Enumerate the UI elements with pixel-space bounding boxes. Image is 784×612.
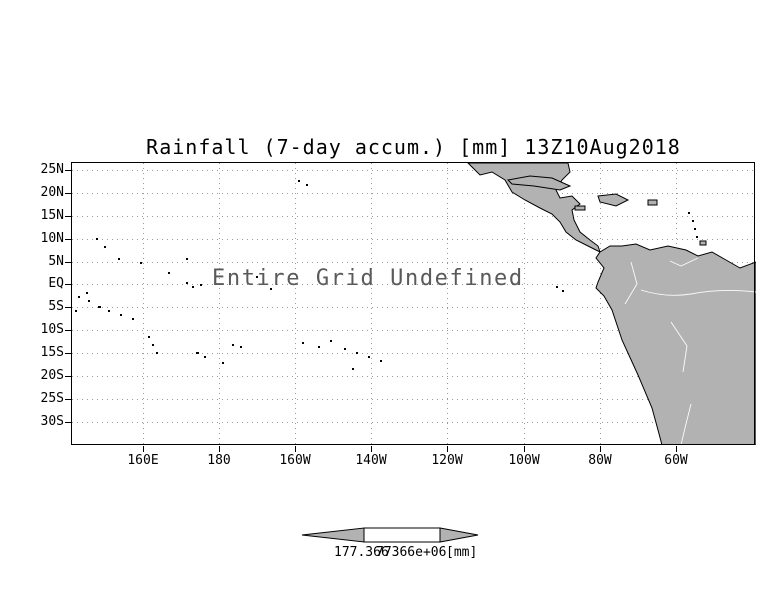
lat-label: 20N <box>40 185 64 200</box>
lat-label: 5S <box>48 299 64 314</box>
gridline-v <box>295 163 296 444</box>
gridline-h <box>72 262 754 263</box>
lat-label: 10S <box>40 322 64 337</box>
plot-title: Rainfall (7-day accum.) [mm] 13Z10Aug201… <box>146 135 681 159</box>
colorbar-body <box>363 527 441 543</box>
lat-label: 20S <box>40 368 64 383</box>
puerto-rico-island <box>647 199 658 206</box>
lat-label: 15S <box>40 345 64 360</box>
gridline-h <box>72 353 754 354</box>
gridline-h <box>72 284 754 285</box>
gridline-v <box>143 163 144 444</box>
lon-label: 80W <box>588 453 612 468</box>
lat-label: 5N <box>48 254 64 269</box>
undefined-grid-message: Entire Grid Undefined <box>212 266 524 291</box>
trinidad-island <box>699 240 707 246</box>
y-axis-tick <box>65 399 71 400</box>
gridline-h <box>72 170 754 171</box>
x-axis-tick <box>295 446 296 452</box>
gridline-h <box>72 330 754 331</box>
south-america-landmass <box>595 243 756 445</box>
lat-label: 10N <box>40 231 64 246</box>
lat-label: 30S <box>40 414 64 429</box>
lon-label: 160E <box>127 453 159 468</box>
gridline-v <box>219 163 220 444</box>
gridline-h <box>72 376 754 377</box>
x-axis-tick <box>600 446 601 452</box>
colorbar-left-arrow <box>301 527 365 543</box>
x-axis-tick <box>524 446 525 452</box>
y-axis-tick <box>65 284 71 285</box>
jamaica-island <box>574 205 586 211</box>
lon-label: 60W <box>664 453 688 468</box>
lon-label: 160W <box>279 453 311 468</box>
y-axis-tick <box>65 353 71 354</box>
x-axis-tick <box>143 446 144 452</box>
x-axis-tick <box>371 446 372 452</box>
lon-label: 140W <box>355 453 387 468</box>
gridline-h <box>72 193 754 194</box>
map-frame <box>71 162 755 445</box>
colorbar-label-max: 77366e+06 <box>376 545 447 560</box>
y-axis-tick <box>65 330 71 331</box>
lon-label: 100W <box>508 453 540 468</box>
colorbar <box>301 527 479 543</box>
y-axis-tick <box>65 239 71 240</box>
y-axis-tick <box>65 216 71 217</box>
colorbar-right-arrow <box>439 527 479 543</box>
gridline-h <box>72 307 754 308</box>
gridline-h <box>72 422 754 423</box>
lat-label: EQ <box>48 276 64 291</box>
gridline-v <box>371 163 372 444</box>
y-axis-tick <box>65 376 71 377</box>
lat-label: 25N <box>40 162 64 177</box>
hispaniola-island <box>597 193 630 207</box>
lat-label: 15N <box>40 208 64 223</box>
rivers-and-borders <box>624 257 756 445</box>
x-axis-tick <box>447 446 448 452</box>
y-axis-tick <box>65 262 71 263</box>
lon-label: 120W <box>431 453 463 468</box>
gridline-h <box>72 239 754 240</box>
gridline-h <box>72 216 754 217</box>
gridline-v <box>600 163 601 444</box>
y-axis-tick <box>65 193 71 194</box>
colorbar-unit-label: [mm] <box>446 545 478 560</box>
gridline-v <box>447 163 448 444</box>
y-axis-tick <box>65 307 71 308</box>
lat-label: 25S <box>40 391 64 406</box>
y-axis-tick <box>65 422 71 423</box>
x-axis-tick <box>219 446 220 452</box>
lon-label: 180 <box>207 453 231 468</box>
map-canvas <box>75 162 756 445</box>
x-axis-tick <box>676 446 677 452</box>
gridline-h <box>72 399 754 400</box>
gridline-v <box>524 163 525 444</box>
cuba-island <box>506 175 572 191</box>
y-axis-tick <box>65 170 71 171</box>
colorbar-label-min: 177.366 <box>334 545 389 560</box>
